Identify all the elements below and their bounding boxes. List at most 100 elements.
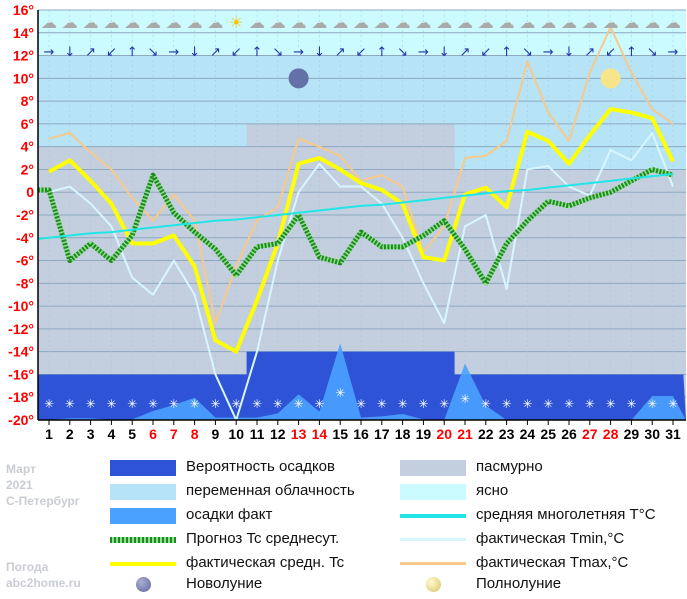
- y-tick-label: -12°: [8, 321, 34, 337]
- snowflake-icon: ✳: [564, 397, 574, 411]
- snowflake-icon: ✳: [460, 392, 470, 406]
- snowflake-icon: ✳: [65, 397, 75, 411]
- legend-label-tavg: фактическая средн. Tc: [186, 554, 345, 571]
- snowflake-icon: ✳: [127, 397, 137, 411]
- legend-swatch-avg-long: [400, 514, 466, 518]
- x-tick-label: 13: [291, 426, 307, 442]
- wind-arrow-icon: →: [168, 45, 179, 60]
- legend-label-full-moon: Полнолуние: [476, 575, 562, 592]
- x-tick-label: 26: [561, 426, 577, 442]
- precip-probability-band: [38, 351, 686, 420]
- legend-label-avg-long: средняя многолетняя T°C: [476, 506, 656, 523]
- legend-label-tmax: фактическая Tmax,°C: [476, 554, 629, 571]
- wind-arrow-icon: ↓: [64, 45, 75, 60]
- cloud-icon: ☁: [187, 13, 203, 32]
- cloud-icon: ☁: [83, 13, 99, 32]
- snowflake-icon: ✳: [418, 397, 428, 411]
- snowflake-icon: ✳: [522, 397, 532, 411]
- cloud-icon: ☁: [62, 13, 78, 32]
- cloud-icon: ☁: [519, 13, 535, 32]
- legend-swatch-clear: [400, 484, 466, 500]
- wind-arrow-icon: ↑: [376, 45, 387, 60]
- x-tick-label: 12: [270, 426, 286, 442]
- x-tick-label: 25: [540, 426, 556, 442]
- snowflake-icon: ✳: [335, 386, 345, 400]
- cloud-icon: ☁: [561, 13, 577, 32]
- cloud-icon: ☁: [540, 13, 556, 32]
- y-tick-label: -6°: [16, 253, 34, 269]
- y-tick-label: -10°: [8, 298, 34, 314]
- y-tick-label: -14°: [8, 344, 34, 360]
- x-tick-label: 24: [520, 426, 536, 442]
- legend-swatch-precip-prob: [110, 460, 176, 476]
- snowflake-icon: ✳: [543, 397, 553, 411]
- snowflake-icon: ✳: [252, 397, 262, 411]
- x-tick-label: 11: [250, 426, 265, 442]
- x-tick-label: 6: [149, 426, 157, 442]
- cloud-icon: ☁: [270, 13, 286, 32]
- x-tick-label: 3: [87, 426, 95, 442]
- y-tick-label: 0: [26, 184, 34, 200]
- snowflake-icon: ✳: [585, 397, 595, 411]
- cloud-icon: ☁: [311, 13, 327, 32]
- line-tmin: [48, 132, 674, 421]
- wind-arrow-icon: ↗: [335, 45, 346, 60]
- weather-icons-row: ☁ → ☁ ↓ ☁ ↗ ☁ ↙ ☁ ↑ ☁ ↘ ☁ → ☁ ↓ ☁ ↗ ☀ ↙ ☁ ↑ ☁ ↘ ☁ → ☁ ↓ ☁ ↗ ☁ ↙ ☁ ↑ ☁ ↘ ☁ → ☁ ↓…: [41, 13, 681, 60]
- cloud-icon: ☁: [332, 13, 348, 32]
- cloud-icon: ☁: [478, 13, 494, 32]
- cloud-icon: ☁: [374, 13, 390, 32]
- cloud-icon: ☁: [582, 13, 598, 32]
- temperature-lines: [37, 26, 675, 421]
- wind-arrow-icon: ↗: [210, 45, 221, 60]
- year-label: 2021: [6, 478, 33, 492]
- wind-arrow-icon: →: [543, 45, 554, 60]
- wind-arrow-icon: ↑: [127, 45, 138, 60]
- legend-label-clear: ясно: [476, 482, 509, 499]
- y-tick-label: 6°: [21, 116, 34, 132]
- cloud-icon: ☁: [145, 13, 161, 32]
- x-tick-label: 17: [374, 426, 390, 442]
- x-tick-label: 21: [457, 426, 473, 442]
- cloud-icon: ☁: [41, 13, 57, 32]
- x-tick-label: 15: [332, 426, 348, 442]
- x-tick-label: 1: [45, 426, 53, 442]
- legend-swatch-forecast: [110, 537, 176, 543]
- x-tick-label: 22: [478, 426, 494, 442]
- x-tick-label: 28: [603, 426, 619, 442]
- snowflake-icon: ✳: [439, 397, 449, 411]
- wind-arrow-icon: →: [418, 45, 429, 60]
- snowflake-icon: ✳: [231, 397, 241, 411]
- cloud-icon: ☁: [623, 13, 639, 32]
- wind-arrow-icon: →: [44, 45, 55, 60]
- wind-arrow-icon: ↗: [85, 45, 96, 60]
- legend-swatch-tmax: [400, 562, 466, 565]
- cloud-icon: ☁: [291, 13, 307, 32]
- y-tick-label: 14°: [13, 25, 34, 41]
- legend-label-forecast: Прогноз Tc среднесут.: [186, 530, 340, 547]
- wind-arrow-icon: ↑: [501, 45, 512, 60]
- y-tick-label: 16°: [13, 2, 34, 18]
- cloud-icon: ☁: [103, 13, 119, 32]
- snowflake-icon: ✳: [377, 397, 387, 411]
- snowflake-icon: ✳: [210, 397, 220, 411]
- city-label: С-Петербург: [6, 494, 80, 508]
- precipitation-layer: ✳ ✳ ✳ ✳ ✳ ✳ ✳ ✳ ✳ ✳ ✳ ✳ ✳ ✳ ✳ ✳ ✳ ✳ ✳ ✳ ✳ ✳ ✳ ✳ ✳ ✳ ✳ ✳ ✳ ✳ ✳: [38, 343, 686, 420]
- x-tick-label: 29: [624, 426, 640, 442]
- new-moon-icon: [136, 577, 151, 592]
- wind-arrow-icon: ↓: [439, 45, 450, 60]
- line-avg-long: [37, 173, 674, 240]
- wind-arrow-icon: ↑: [252, 45, 263, 60]
- legend-label-overcast: пасмурно: [476, 458, 543, 475]
- cloud-icon: ☁: [665, 13, 681, 32]
- y-tick-label: -8°: [16, 275, 34, 291]
- snowflake-icon: ✳: [356, 397, 366, 411]
- y-tick-label: 8°: [21, 93, 34, 109]
- wind-arrow-icon: →: [293, 45, 304, 60]
- snowflake-icon: ✳: [606, 397, 616, 411]
- y-tick-label: 10°: [13, 70, 34, 86]
- y-tick-label: -20°: [8, 412, 34, 428]
- cloud-icon: ☁: [249, 13, 265, 32]
- legend-swatch-precip-fact: [110, 508, 176, 524]
- wind-arrow-icon: ↗: [584, 45, 595, 60]
